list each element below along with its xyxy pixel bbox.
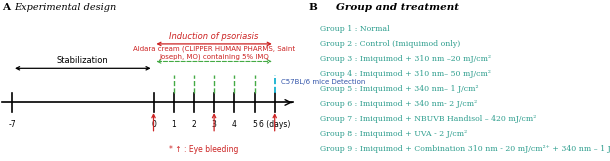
Text: Group 5 : Imiquimod + 340 nm– 1 J/cm²: Group 5 : Imiquimod + 340 nm– 1 J/cm² xyxy=(320,85,479,93)
Text: Group 7 : Imiquimod + NBUVB Handisol – 420 mJ/cm²: Group 7 : Imiquimod + NBUVB Handisol – 4… xyxy=(320,115,537,123)
Text: Experimental design: Experimental design xyxy=(14,3,117,12)
Text: Group 6 : Imiquimod + 340 nm- 2 J/cm²: Group 6 : Imiquimod + 340 nm- 2 J/cm² xyxy=(320,100,478,108)
Text: -7: -7 xyxy=(9,120,16,129)
Text: Group and treatment: Group and treatment xyxy=(336,3,459,12)
Text: B: B xyxy=(308,3,317,12)
Text: Induction of psoriasis: Induction of psoriasis xyxy=(170,32,259,41)
Text: Group 8 : Imiquimod + UVA - 2 J/cm²: Group 8 : Imiquimod + UVA - 2 J/cm² xyxy=(320,130,467,138)
Text: 6 (days): 6 (days) xyxy=(259,120,290,129)
Text: A: A xyxy=(2,3,10,12)
Text: Group 9 : Imiquimod + Combination 310 nm - 20 mJ/cm²⁺ + 340 nm – 1 J/cm²: Group 9 : Imiquimod + Combination 310 nm… xyxy=(320,145,610,153)
Text: Stabilization: Stabilization xyxy=(57,56,109,65)
Text: C57BL/6 mice Detection: C57BL/6 mice Detection xyxy=(281,79,365,85)
Text: Group 1 : Normal: Group 1 : Normal xyxy=(320,25,390,33)
Text: 1: 1 xyxy=(171,120,176,129)
Text: 2: 2 xyxy=(192,120,196,129)
Text: 0: 0 xyxy=(151,120,156,129)
Text: 5: 5 xyxy=(252,120,257,129)
Text: 4: 4 xyxy=(232,120,237,129)
Text: Aldara cream (CLIPPER HUMAN PHARMS, Saint
Joseph, MO) containing 5% IMQ: Aldara cream (CLIPPER HUMAN PHARMS, Sain… xyxy=(133,46,295,60)
Text: 3: 3 xyxy=(212,120,217,129)
Text: Group 2 : Control (Imiquimod only): Group 2 : Control (Imiquimod only) xyxy=(320,40,461,48)
Text: Group 3 : Imiquimod + 310 nm –20 mJ/cm²: Group 3 : Imiquimod + 310 nm –20 mJ/cm² xyxy=(320,55,491,63)
Text: Group 4 : Imiquimod + 310 nm– 50 mJ/cm²: Group 4 : Imiquimod + 310 nm– 50 mJ/cm² xyxy=(320,70,491,78)
Text: * ↑ : Eye bleeding: * ↑ : Eye bleeding xyxy=(170,145,239,154)
